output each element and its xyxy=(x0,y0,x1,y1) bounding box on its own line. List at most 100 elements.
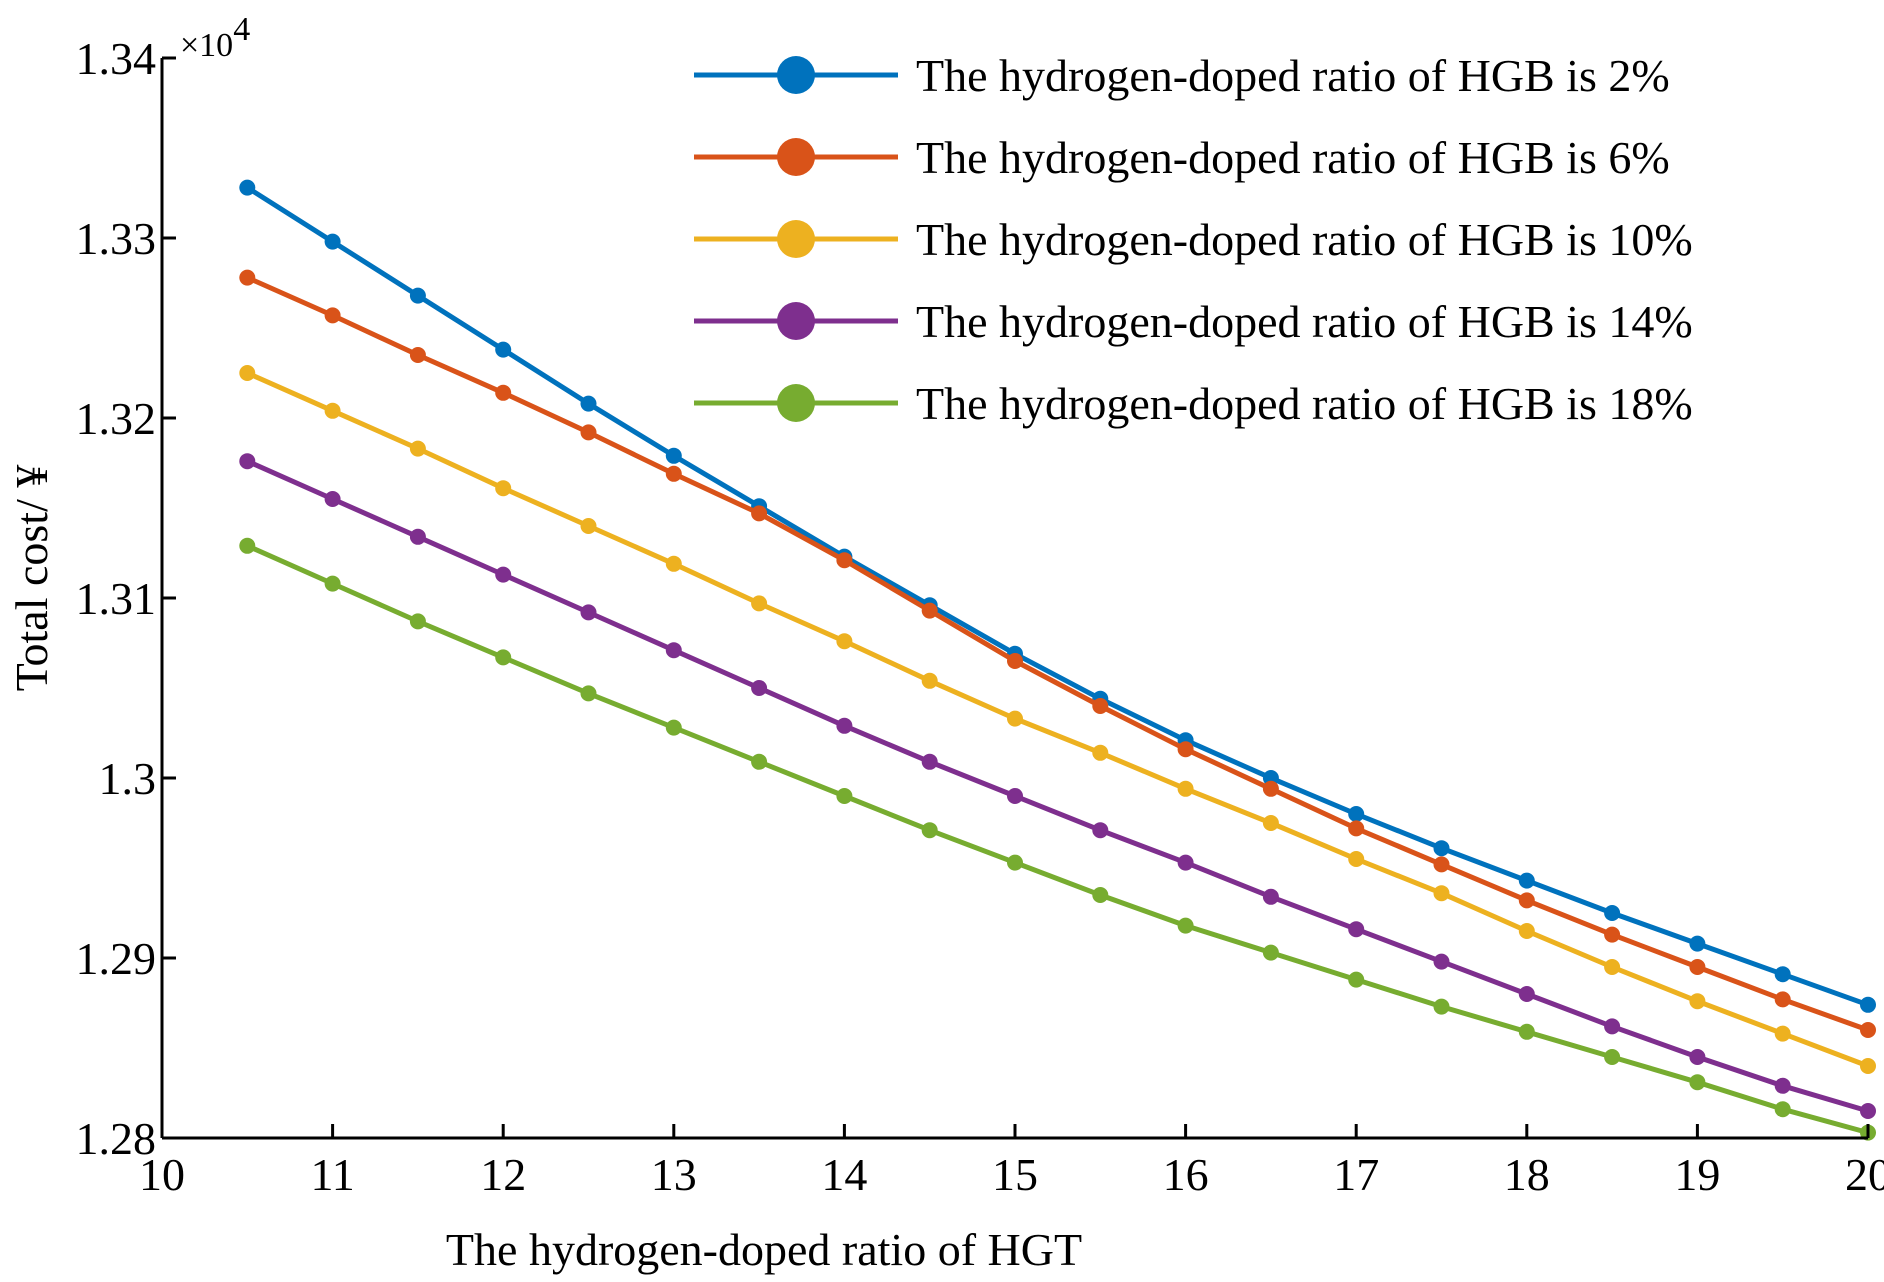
x-tick-label: 17 xyxy=(1333,1149,1379,1200)
data-point xyxy=(1689,1074,1706,1091)
data-point xyxy=(1092,887,1109,903)
data-point xyxy=(1518,872,1535,889)
data-point xyxy=(580,424,597,441)
data-point xyxy=(1518,1023,1535,1040)
data-point xyxy=(1177,780,1194,797)
legend-label: The hydrogen-doped ratio of HGB is 2% xyxy=(916,50,1670,101)
data-point xyxy=(665,465,682,482)
data-point xyxy=(1518,892,1535,909)
y-axis-ticks: 1.28 1.29 1.3 1.31 1.32 1.33 1.34 xyxy=(76,33,176,1164)
x-tick-label: 16 xyxy=(1163,1149,1209,1200)
data-point xyxy=(324,307,341,324)
data-point xyxy=(1518,923,1535,939)
data-point xyxy=(1433,856,1450,873)
data-point xyxy=(751,505,768,522)
series-3 xyxy=(239,365,1876,1074)
legend-label: The hydrogen-doped ratio of HGB is 14% xyxy=(916,296,1693,347)
series-layer xyxy=(239,179,1876,1141)
y-axis-title: Total cost/ ¥ xyxy=(6,465,57,692)
legend-marker xyxy=(777,138,815,176)
data-point xyxy=(1177,741,1194,758)
data-point xyxy=(1860,1103,1876,1119)
series-line xyxy=(245,185,1869,1008)
y-tick-label: 1.32 xyxy=(76,393,157,444)
data-point xyxy=(1774,1077,1791,1094)
data-point xyxy=(751,595,768,612)
data-point xyxy=(409,287,426,304)
y-tick-label: 1.34 xyxy=(76,33,157,84)
data-point xyxy=(1689,959,1706,975)
data-point xyxy=(1433,840,1450,857)
data-point xyxy=(921,672,938,689)
data-point xyxy=(665,642,682,659)
x-tick-label: 10 xyxy=(139,1149,185,1200)
data-point xyxy=(580,395,597,412)
data-point xyxy=(1348,971,1365,988)
data-point xyxy=(1689,1049,1706,1065)
x-tick-label: 12 xyxy=(480,1149,526,1200)
x-tick-label: 18 xyxy=(1504,1149,1550,1200)
data-point xyxy=(1860,1022,1876,1038)
data-point xyxy=(1860,1058,1876,1074)
data-point xyxy=(495,480,512,497)
legend-label: The hydrogen-doped ratio of HGB is 10% xyxy=(916,214,1693,265)
legend: The hydrogen-doped ratio of HGB is 2% The… xyxy=(694,50,1693,429)
data-point xyxy=(1348,820,1365,837)
y-tick-label: 1.28 xyxy=(76,1113,157,1164)
axes-layer: 10 11 12 13 14 15 16 17 18 19 20 1.281.291.31.311.… xyxy=(76,33,1884,1200)
x-tick-label: 15 xyxy=(992,1149,1038,1200)
legend-item: The hydrogen-doped ratio of HGB is 6% xyxy=(694,132,1670,183)
series-line xyxy=(246,543,1869,1136)
x-axis-title: The hydrogen-doped ratio of HGT xyxy=(446,1224,1082,1275)
data-point xyxy=(495,566,512,583)
data-point xyxy=(1689,993,1706,1010)
y-axis-multiplier: ×104 xyxy=(180,11,250,64)
data-point xyxy=(239,179,256,196)
data-point xyxy=(836,552,853,569)
data-point xyxy=(409,613,426,630)
legend-marker xyxy=(777,302,815,340)
data-point xyxy=(1262,944,1279,961)
y-tick-label: 1.33 xyxy=(76,213,157,264)
data-point xyxy=(1604,959,1621,975)
data-point xyxy=(1348,806,1365,822)
data-point xyxy=(495,384,512,401)
data-point xyxy=(1774,966,1791,983)
data-point xyxy=(1007,653,1023,669)
data-point xyxy=(239,453,256,470)
data-point xyxy=(665,555,682,572)
x-tick-label: 20 xyxy=(1845,1149,1884,1200)
series-4 xyxy=(239,453,1876,1119)
x-axis-ticks: 10 11 12 13 14 15 16 17 18 19 20 xyxy=(139,1124,1884,1200)
data-point xyxy=(324,402,341,419)
data-point xyxy=(921,753,938,770)
data-point xyxy=(836,717,853,734)
data-point xyxy=(1092,698,1109,714)
x-tick-label: 14 xyxy=(821,1149,867,1200)
legend-marker xyxy=(777,56,815,94)
data-point xyxy=(1518,986,1535,1002)
data-point xyxy=(324,491,341,507)
x-tick-label: 13 xyxy=(651,1149,697,1200)
data-point xyxy=(665,447,682,464)
data-point xyxy=(836,633,853,650)
data-point xyxy=(1774,991,1791,1008)
data-point xyxy=(921,602,938,619)
data-point xyxy=(751,753,768,770)
data-point xyxy=(1604,905,1621,921)
data-point xyxy=(1604,1049,1621,1065)
data-point xyxy=(1262,888,1279,905)
data-point xyxy=(495,649,512,666)
data-point xyxy=(1774,1101,1791,1118)
data-point xyxy=(239,537,256,554)
data-point xyxy=(1348,851,1365,867)
data-point xyxy=(1007,854,1023,871)
data-point xyxy=(1604,1018,1621,1035)
data-point xyxy=(1433,998,1450,1015)
legend-label: The hydrogen-doped ratio of HGB is 18% xyxy=(916,378,1693,429)
series-line xyxy=(246,458,1869,1114)
data-point xyxy=(1689,935,1706,952)
legend-label: The hydrogen-doped ratio of HGB is 6% xyxy=(916,132,1670,183)
data-point xyxy=(836,788,853,804)
